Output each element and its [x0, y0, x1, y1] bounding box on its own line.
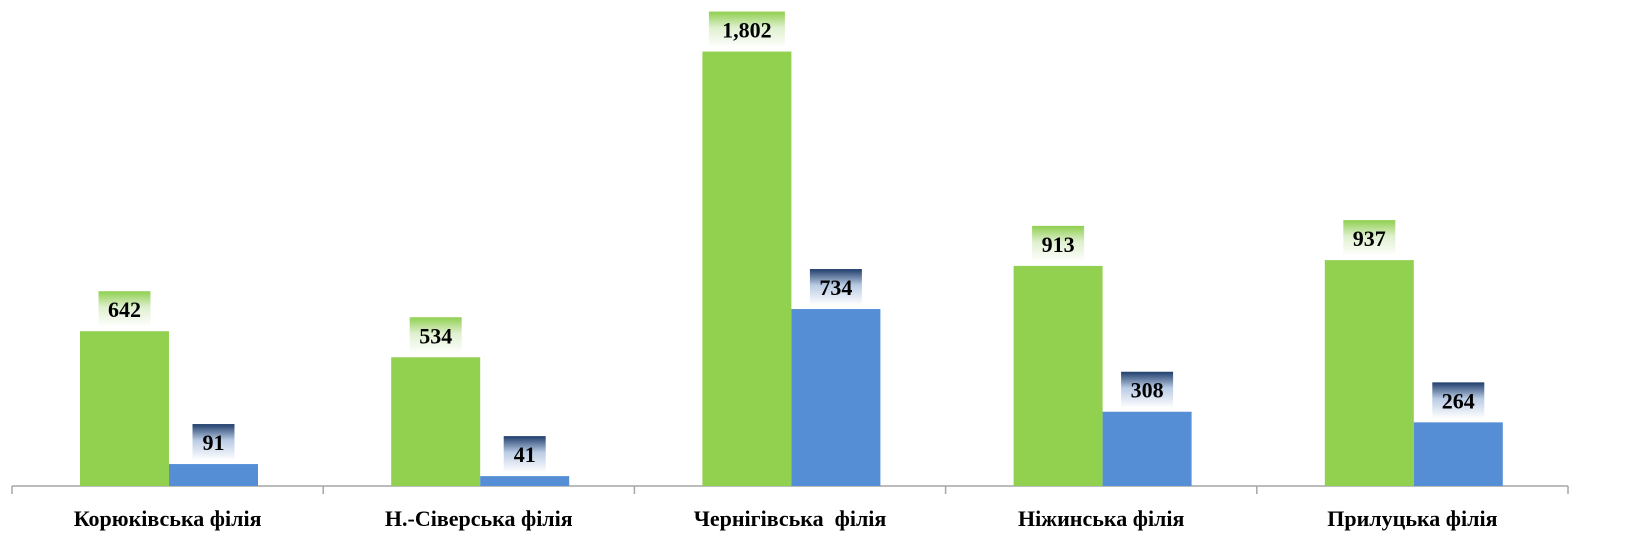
category-label-2: Чернігівська філія: [694, 506, 887, 531]
data-label-1-0: 91: [203, 430, 225, 455]
category-label-4: Прилуцька філія: [1327, 506, 1497, 531]
data-label-1-3: 308: [1131, 378, 1164, 403]
data-label-1-2: 734: [819, 275, 852, 300]
data-label-box-1-4: [1432, 382, 1485, 419]
bar-series-0-1: [391, 357, 481, 486]
data-label-1-1: 41: [514, 442, 536, 467]
data-label-0-2: 1,802: [722, 18, 772, 43]
data-label-1-4: 264: [1442, 388, 1475, 413]
x-axis: [11, 485, 1569, 494]
data-label-box-0-2: [708, 11, 785, 48]
bar-series-1-1: [480, 476, 570, 486]
bars-layer: [80, 51, 1503, 486]
data-label-0-3: 913: [1042, 232, 1075, 257]
data-label-box-0-4: [1343, 220, 1396, 257]
data-label-box-0-3: [1032, 225, 1085, 262]
bar-series-1-2: [791, 309, 881, 486]
data-label-0-0: 642: [108, 297, 141, 322]
category-label-3: Ніжинська філія: [1018, 506, 1185, 531]
data-label-box-1-0: [192, 424, 235, 461]
data-label-box-0-0: [98, 291, 151, 328]
data-label-0-1: 534: [419, 323, 452, 348]
data-label-box-1-2: [809, 269, 862, 306]
bar-series-1-3: [1102, 411, 1192, 486]
data-labels-layer: 642 91 534 41 1,802 734 913 308 937 264: [98, 11, 1485, 473]
category-label-1: Н.-Сіверська філія: [385, 506, 573, 531]
category-labels-layer: Корюківська філія Н.-Сіверська філія Черні…: [74, 506, 1498, 531]
bar-series-0-0: [80, 331, 169, 486]
bar-series-0-3: [1013, 265, 1103, 486]
data-label-0-4: 937: [1353, 226, 1386, 251]
bar-series-0-2: [702, 51, 792, 486]
data-label-box-0-1: [409, 317, 462, 354]
category-label-0: Корюківська філія: [74, 506, 262, 531]
bar-series-1-0: [169, 464, 258, 486]
bar-series-0-4: [1324, 260, 1414, 486]
data-label-box-1-3: [1121, 371, 1174, 408]
bar-series-1-4: [1413, 422, 1503, 486]
data-label-box-1-1: [503, 436, 546, 473]
